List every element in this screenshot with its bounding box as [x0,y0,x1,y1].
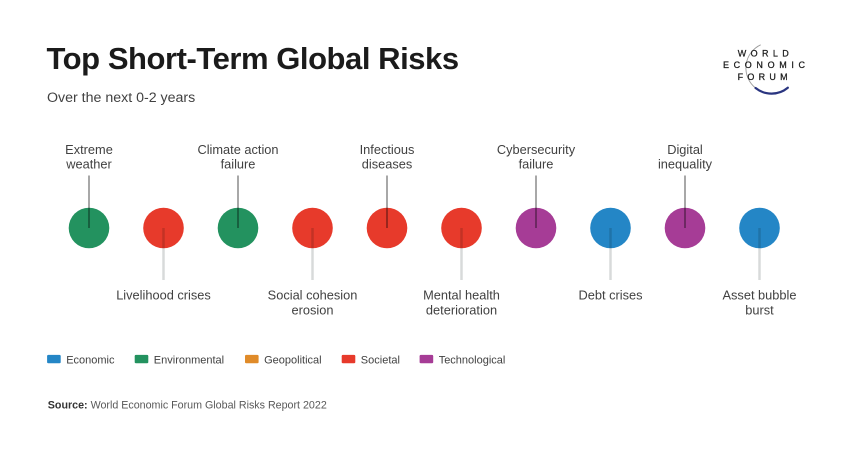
svg-text:Economic: Economic [66,354,115,366]
svg-text:Livelihood crises: Livelihood crises [116,288,211,303]
svg-text:Over the next 0-2 years: Over the next 0-2 years [47,90,195,106]
svg-text:erosion: erosion [292,303,334,318]
svg-text:Mental health: Mental health [423,288,500,303]
svg-text:failure: failure [519,156,554,171]
svg-text:Asset bubble: Asset bubble [723,288,797,303]
svg-text:Environmental: Environmental [154,354,224,366]
svg-text:Source: World Economic Forum G: Source: World Economic Forum Global Risk… [48,400,327,412]
svg-text:Geopolitical: Geopolitical [264,354,321,366]
svg-text:burst: burst [745,303,774,318]
svg-text:weather: weather [65,156,112,171]
svg-text:failure: failure [221,156,256,171]
svg-text:Technological: Technological [439,354,506,366]
svg-text:diseases: diseases [362,156,413,171]
svg-text:Top Short-Term Global Risks: Top Short-Term Global Risks [47,41,459,76]
svg-text:Social cohesion: Social cohesion [268,288,358,303]
svg-text:Infectious: Infectious [360,142,415,157]
svg-text:deterioration: deterioration [426,303,497,318]
svg-text:Climate action: Climate action [197,142,278,157]
svg-text:Societal: Societal [361,354,400,366]
svg-text:WORLD: WORLD [738,48,790,58]
svg-text:Cybersecurity: Cybersecurity [497,142,576,157]
svg-text:inequality: inequality [658,156,713,171]
svg-text:Digital: Digital [667,142,703,157]
svg-text:FORUM: FORUM [738,72,788,82]
svg-text:Extreme: Extreme [65,142,113,157]
svg-text:Debt crises: Debt crises [578,288,642,303]
